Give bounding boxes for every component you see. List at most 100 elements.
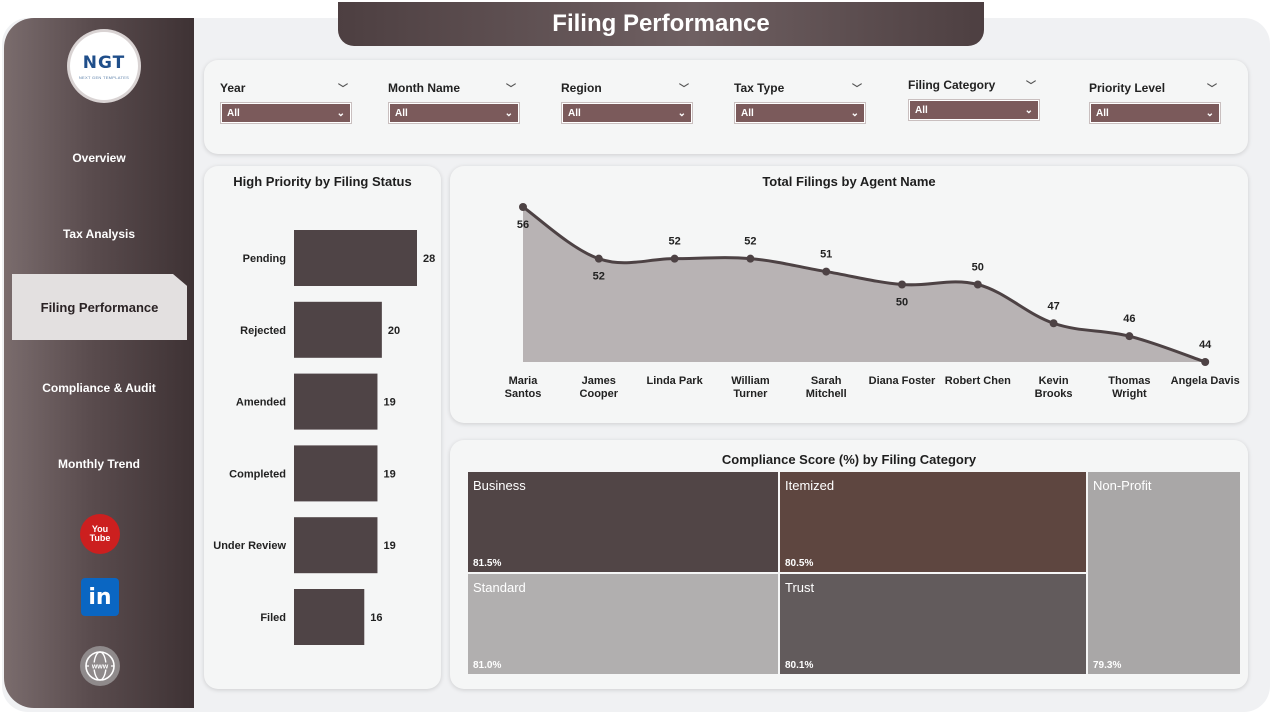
bar-1[interactable] [294,301,382,358]
youtube-icon[interactable]: You Tube [80,514,120,554]
filter-year-label: Year [220,80,246,95]
x-axis-label: Maria [509,375,539,387]
treemap-category-label: Trust [785,580,815,595]
filter-filing-category-label: Filing Category [908,77,996,92]
x-axis-label: Sarah [811,375,842,387]
x-axis-label: Diana Foster [869,375,936,387]
bar-chart-title: High Priority by Filing Status [233,174,412,189]
data-point[interactable] [594,254,603,263]
filter-filing-category-value: All [915,104,928,116]
chevron-down-icon: ⌄ [677,107,686,119]
chevron-down-icon[interactable]: ﹀ [679,84,689,95]
x-axis-label: Wright [1112,388,1147,400]
filter-filing-category-select[interactable]: All ⌄ [908,99,1040,121]
nav-item-overview[interactable]: Overview [72,151,126,165]
bar-4[interactable] [294,517,378,574]
youtube-you: You [91,524,109,534]
data-point[interactable] [670,254,679,263]
filter-tax-type-select[interactable]: All ⌄ [734,102,866,124]
data-point[interactable] [1125,332,1134,341]
chevron-down-icon: ⌄ [1024,104,1033,116]
data-point[interactable] [898,280,906,289]
filter-priority-level: Priority Level ﹀ All ⌄ [1089,80,1221,124]
chevron-down-icon[interactable]: ﹀ [506,84,516,95]
filter-tax-type-value: All [741,107,754,119]
treemap-category-label: Itemized [785,478,834,493]
treemap-cell-business[interactable] [468,472,778,572]
treemap-value-label: 81.5% [473,558,501,569]
chevron-down-icon[interactable]: ﹀ [1026,81,1036,92]
bar-2[interactable] [294,373,378,430]
filter-tax-type-label: Tax Type [734,80,785,95]
filter-filing-category: Filing Category ﹀ All ⌄ [908,77,1040,121]
bar-5[interactable] [294,589,365,645]
bar-category-label: Under Review [213,540,286,552]
logo-text: NGT [82,52,126,73]
treemap-value-label: 80.1% [785,660,813,671]
data-label: 47 [1047,300,1059,312]
nav-item-monthly-trend[interactable]: Monthly Trend [58,457,140,471]
chevron-down-icon[interactable]: ﹀ [1207,84,1217,95]
filter-priority-level-select[interactable]: All ⌄ [1089,102,1221,124]
nav-item-filing-performance[interactable]: Filing Performance [12,274,187,340]
x-axis-label: Santos [505,388,542,400]
agent-filings-card: Total Filings by Agent Name 56 Maria Santo… [450,166,1248,423]
x-axis-label: Angela Davis [1171,375,1240,387]
x-axis-label: Turner [733,388,768,400]
company-logo[interactable]: NGT NEXT GEN TEMPLATES [70,32,138,100]
treemap-value-label: 79.3% [1093,660,1121,671]
data-point[interactable] [973,280,982,289]
filter-year: Year ﹀ All ⌄ [220,80,352,124]
page-title-text: Filing Performance [552,10,770,37]
bar-value-label: 19 [383,397,395,409]
treemap-cell-standard[interactable] [468,574,778,674]
data-point[interactable] [746,254,755,263]
chevron-down-icon: ⌄ [336,107,345,119]
bar-value-label: 16 [370,612,382,624]
chevron-down-icon[interactable]: ﹀ [852,84,862,95]
filter-year-select[interactable]: All ⌄ [220,102,352,124]
filter-region-select[interactable]: All ⌄ [561,102,693,124]
x-axis-label: William [731,375,770,387]
treemap-cell-itemized[interactable] [780,472,1086,572]
treemap-category-label: Non-Profit [1093,478,1152,493]
treemap-category-label: Business [473,478,526,493]
treemap-cell-non-profit[interactable] [1088,472,1240,674]
filter-month-label: Month Name [388,80,460,95]
bar-0[interactable] [294,230,417,286]
nav-item-tax-analysis[interactable]: Tax Analysis [62,227,136,241]
bar-3[interactable] [294,445,378,502]
filter-priority-level-label: Priority Level [1089,80,1166,95]
treemap-cell-trust[interactable] [780,574,1086,674]
data-label: 56 [517,219,529,231]
filter-region: Region ﹀ All ⌄ [561,80,693,124]
chevron-down-icon: ⌄ [850,107,859,119]
data-point[interactable] [822,267,831,276]
compliance-treemap-card: Compliance Score (%) by Filing Category … [450,440,1248,689]
data-label: 46 [1123,313,1135,325]
www-text: www [91,664,109,671]
x-axis-label: James [582,375,616,387]
treemap-chart: Business 81.5% Itemized 80.5% Non-Profit 79.3… [468,472,1240,674]
data-point[interactable] [519,203,527,211]
data-label: 51 [820,249,832,261]
data-label: 52 [593,271,605,283]
data-label: 52 [668,236,680,248]
linkedin-icon[interactable]: in [81,578,119,616]
data-point[interactable] [1049,319,1058,328]
chevron-down-icon[interactable]: ﹀ [338,84,348,95]
filter-month-select[interactable]: All ⌄ [388,102,520,124]
filter-tax-type: Tax Type ﹀ All ⌄ [734,80,866,124]
area-chart-title: Total Filings by Agent Name [762,174,936,189]
data-point[interactable] [1201,358,1210,366]
bar-value-label: 19 [383,540,395,552]
x-axis-label: Cooper [580,388,619,400]
chevron-down-icon: ⌄ [1205,107,1214,119]
treemap-title: Compliance Score (%) by Filing Category [721,452,977,467]
nav-item-compliance-audit[interactable]: Compliance & Audit [42,381,156,395]
bar-category-label: Filed [260,612,286,624]
data-label: 52 [744,236,756,248]
globe-glyph: www [85,651,115,681]
globe-www-icon[interactable]: www [80,646,120,686]
